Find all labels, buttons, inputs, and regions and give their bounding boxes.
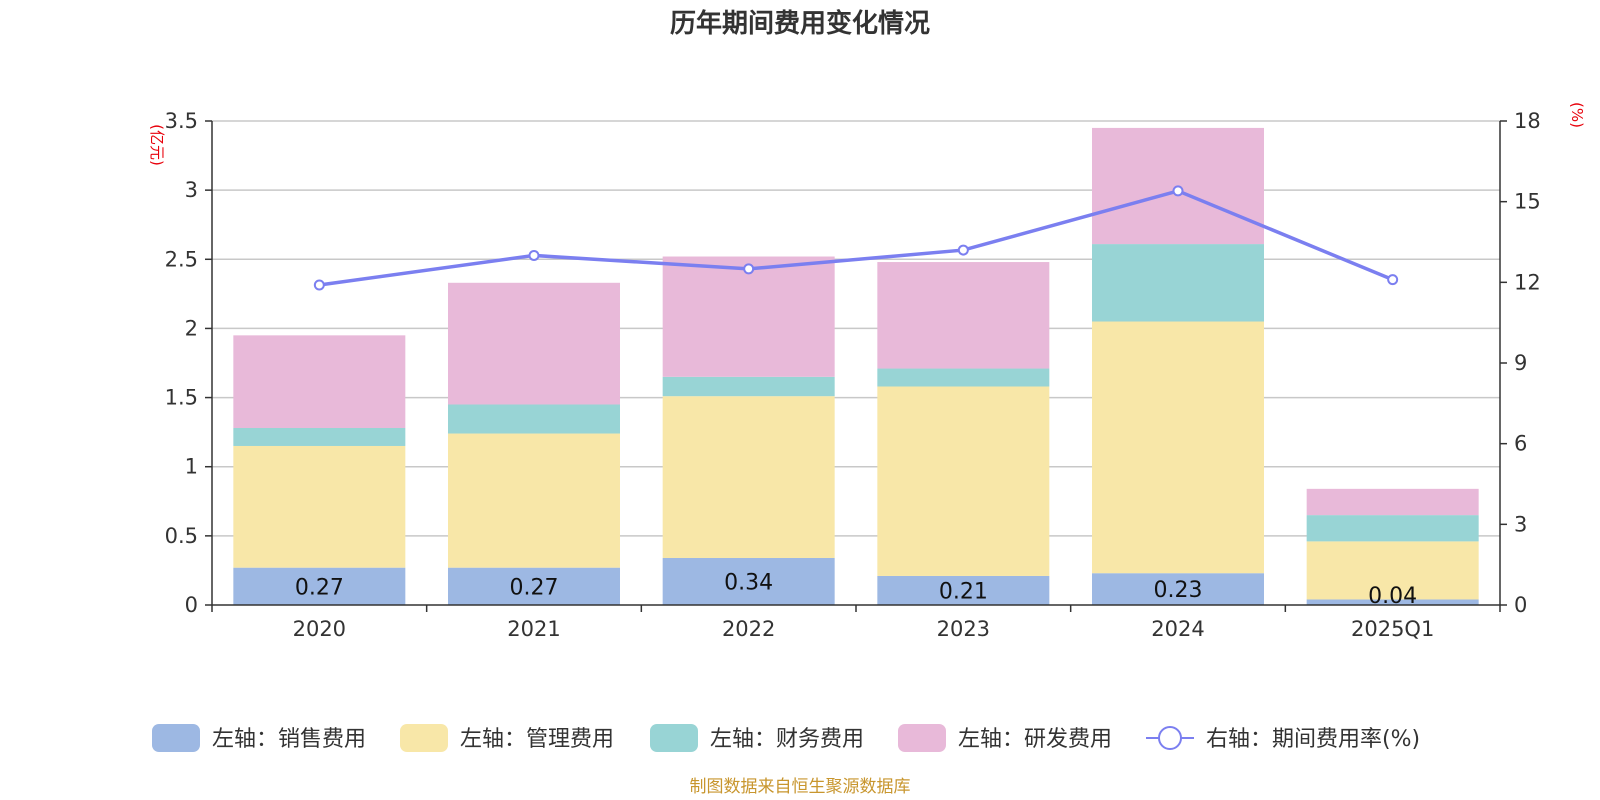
bar-segment xyxy=(233,335,406,428)
legend-label: 左轴：研发费用 xyxy=(958,727,1112,752)
x-axis-tick-label: 2023 xyxy=(937,617,990,641)
sales-value-label: 0.27 xyxy=(510,575,559,600)
bar-segment xyxy=(662,256,835,377)
legend-marker-icon xyxy=(1158,726,1182,750)
bar-segment xyxy=(662,396,835,558)
sales-value-label: 0.27 xyxy=(295,575,344,600)
bar-segment xyxy=(1306,541,1479,600)
left-axis-tick-label: 3.5 xyxy=(165,109,198,133)
bar-segment xyxy=(1092,573,1264,605)
left-axis-tick-label: 0.5 xyxy=(165,524,198,548)
legend-label: 左轴：财务费用 xyxy=(710,727,864,752)
bars xyxy=(233,127,1479,605)
bar-segment xyxy=(1306,515,1479,542)
bar-segment xyxy=(1092,244,1264,322)
legend-label: 右轴：期间费用率(%) xyxy=(1206,727,1420,752)
legend-swatch xyxy=(152,724,200,752)
rate-line-layer xyxy=(313,185,1399,291)
bar-segment xyxy=(448,567,620,605)
legend-swatch xyxy=(650,724,698,752)
right-axis-tick-label: 15 xyxy=(1514,190,1541,214)
legend-swatch xyxy=(400,724,448,752)
left-axis-tick-label: 3 xyxy=(185,178,198,202)
left-axis-tick-label: 0 xyxy=(185,593,198,617)
bar-segment xyxy=(877,575,1050,605)
bar-segment xyxy=(1092,321,1264,574)
sales-value-label: 0.34 xyxy=(724,570,773,595)
bar-segment xyxy=(877,386,1050,576)
left-axis-tick-label: 2.5 xyxy=(165,247,198,271)
left-axis-tick-label: 2 xyxy=(185,316,198,340)
bar-segment xyxy=(233,445,406,568)
bar-segment xyxy=(448,404,620,434)
chart-title: 历年期间费用变化情况 xyxy=(670,8,930,39)
right-axis-tick-label: 3 xyxy=(1514,512,1527,536)
bar-segment xyxy=(233,567,406,605)
source-note: 制图数据来自恒生聚源数据库 xyxy=(690,777,911,797)
bar-segment xyxy=(448,282,620,405)
rate-point xyxy=(313,279,325,291)
bar-segment xyxy=(1306,488,1479,516)
right-axis-tick-label: 6 xyxy=(1514,432,1527,456)
rate-line xyxy=(319,189,1394,287)
legend-label: 左轴：销售费用 xyxy=(212,727,366,752)
legend: 左轴：销售费用 左轴：管理费用 左轴：财务费用 左轴：研发费用 右轴：期间费用率(%) xyxy=(152,724,1420,752)
data-labels: 0.27 0.27 0.34 0.21 0.23 0.04 xyxy=(295,570,1417,609)
right-axis-tick-label: 0 xyxy=(1514,593,1527,617)
bar-segment xyxy=(233,427,406,446)
x-axis-tick-label: 2025Q1 xyxy=(1351,617,1434,641)
left-axis-tick-label: 1.5 xyxy=(165,386,198,410)
x-axis-tick-label: 2024 xyxy=(1151,617,1204,641)
right-axis-tick-label: 18 xyxy=(1514,109,1541,133)
bar-segment xyxy=(448,433,620,568)
right-axis-tick-label: 12 xyxy=(1514,270,1541,294)
x-axis-tick-label: 2021 xyxy=(507,617,560,641)
x-axis-tick-label: 2020 xyxy=(293,617,346,641)
rate-point xyxy=(743,263,755,275)
legend-label: 左轴：管理费用 xyxy=(460,727,614,752)
axes: 0 0.5 1 1.5 2 2.5 3 3.5 0 3 6 9 12 15 18 2020 2021 2022 20… xyxy=(165,109,1541,641)
rate-point xyxy=(1387,274,1399,286)
left-axis-tick-label: 1 xyxy=(185,455,198,479)
sales-value-label: 0.21 xyxy=(939,579,988,604)
right-axis-tick-label: 9 xyxy=(1514,351,1527,375)
right-axis-unit: (%) xyxy=(1568,102,1586,128)
bar-segment xyxy=(662,557,835,605)
bar-segment xyxy=(1306,599,1479,605)
rate-point xyxy=(528,249,540,261)
left-axis-unit: (亿元) xyxy=(148,124,166,166)
rate-point xyxy=(1172,185,1184,197)
x-axis-tick-label: 2022 xyxy=(722,617,775,641)
bar-segment xyxy=(877,368,1050,387)
bar-segment xyxy=(877,262,1050,369)
rate-point xyxy=(957,244,969,256)
bar-segment xyxy=(662,376,835,397)
sales-value-label: 0.04 xyxy=(1368,584,1417,609)
sales-value-label: 0.23 xyxy=(1154,578,1203,603)
legend-swatch xyxy=(898,724,946,752)
